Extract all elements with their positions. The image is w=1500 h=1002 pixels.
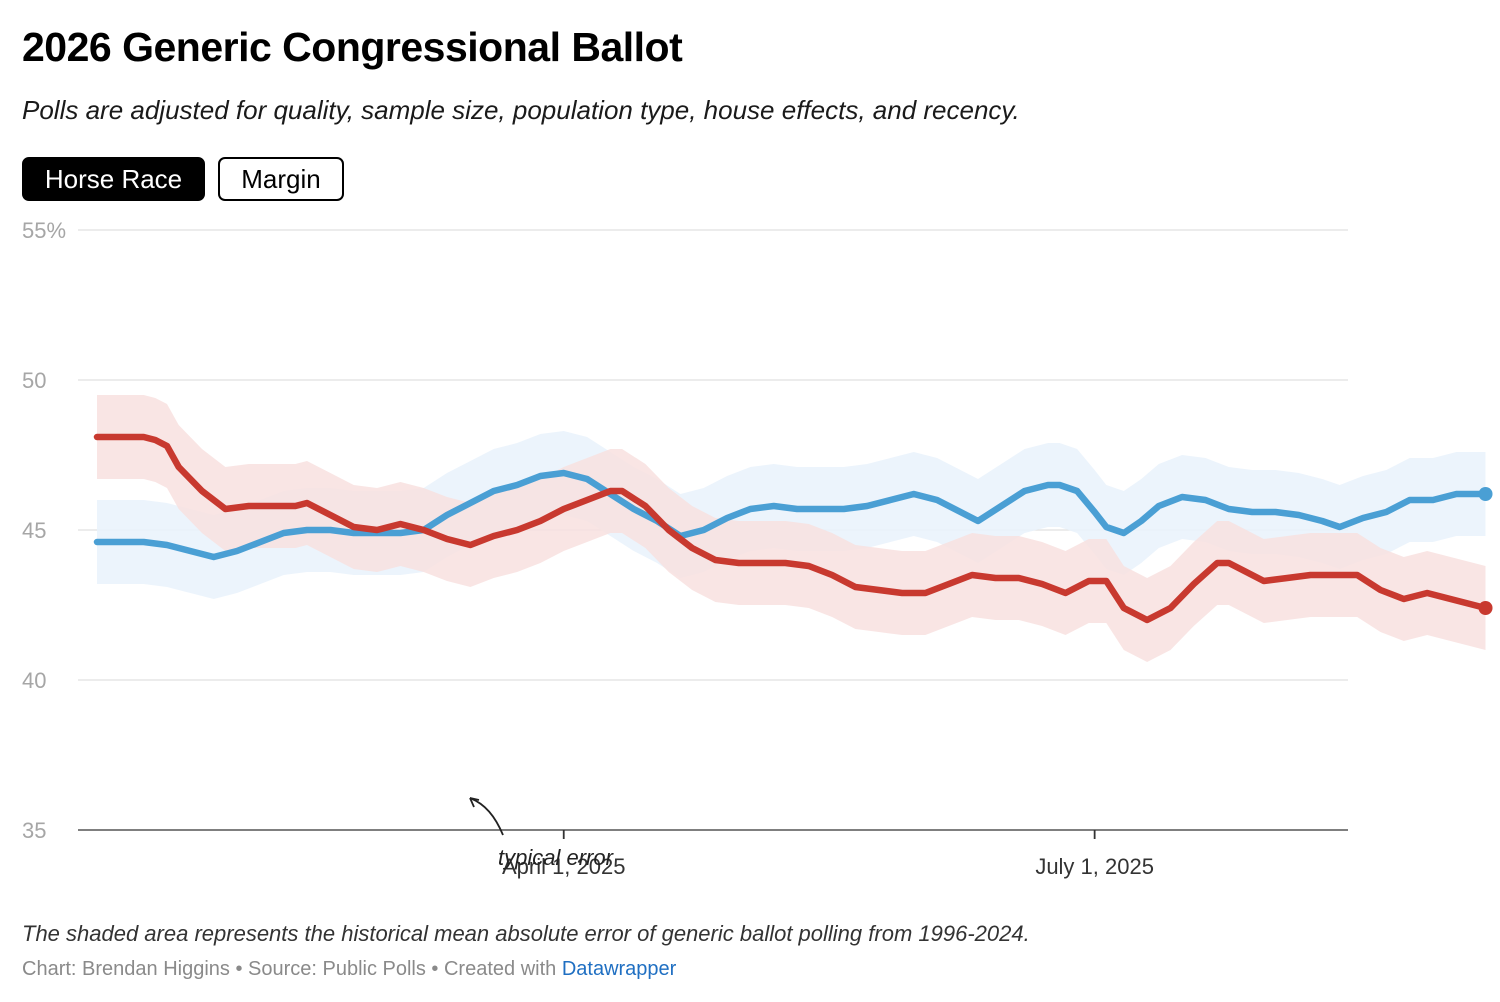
y-tick-label-40: 40 [22,668,46,693]
chart-title: 2026 Generic Congressional Ballot [22,24,683,70]
y-tick-label-50: 50 [22,368,46,393]
x-axis: April 1, 2025 July 1, 2025 [502,830,1154,879]
republican-error-band [97,395,1486,662]
annotation-arrowhead [469,797,480,808]
margin-toggle[interactable]: Margin [218,157,344,201]
error-bands [97,395,1486,662]
democrat-line [93,469,1489,561]
y-tick-label-35: 35 [22,818,46,843]
horse-race-toggle[interactable]: Horse Race [22,157,205,201]
y-tick-label-55: 55% [22,218,66,243]
x-tick-label-0: April 1, 2025 [502,854,626,879]
credit-text: Chart: Brendan Higgins • Source: Public … [22,958,562,980]
typical-error-annotation: typical error [469,797,615,870]
datawrapper-link[interactable]: Datawrapper [561,958,677,980]
x-tick-label-1: July 1, 2025 [1035,854,1154,879]
republican-end-dot [1478,601,1493,615]
chart-subtitle: Polls are adjusted for quality, sample s… [22,95,1020,125]
footer-note: The shaded area represents the historica… [22,921,1030,946]
series-lines [93,433,1493,624]
y-tick-label-45: 45 [22,518,46,543]
democrat-end-dot [1478,487,1493,501]
republican-line [93,433,1489,624]
footer-credits: Chart: Brendan Higgins • Source: Public … [22,958,676,981]
annotation-text: typical error [498,845,615,870]
y-axis-labels: 55% 50 45 40 35 [22,218,66,843]
